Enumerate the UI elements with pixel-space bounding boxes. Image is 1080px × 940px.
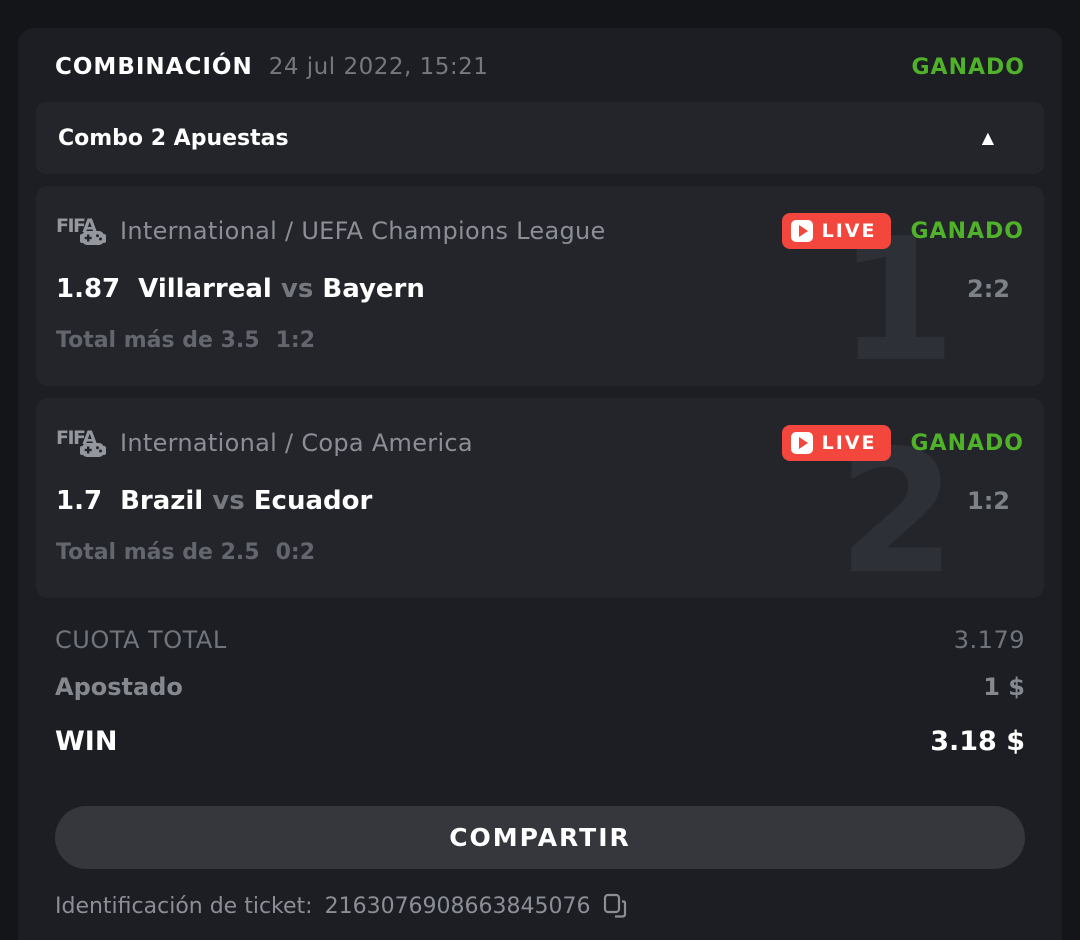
bet-match-row: 1.7 Brazil vs Ecuador 1:2 [56,486,1024,516]
bet-card-1-header: FIFA International / UEFA Champions Leag… [56,210,1024,252]
bet-card-2-header: FIFA International / Copa America [56,422,1024,464]
collapse-up-icon[interactable]: ▲ [981,128,994,147]
bet-status-badge: GANADO [910,218,1024,244]
bet-card-2: 2 FIFA Inter [36,398,1044,598]
bet-league: International / UEFA Champions League [120,217,606,245]
combo-label: Combo 2 Apuestas [58,125,289,151]
bet-ticket-card: COMBINACIÓN 24 jul 2022, 15:21 GANADO Co… [18,28,1062,940]
home-team: Villarreal [138,274,272,304]
bet-odds: 1.87 [56,274,121,304]
bet-match-row: 1.87 Villarreal vs Bayern 2:2 [56,274,1024,304]
home-team: Brazil [120,486,204,516]
ticket-datetime: 24 jul 2022, 15:21 [268,54,489,80]
bet-odds: 1.7 [56,486,103,516]
total-odds-value: 3.179 [953,626,1025,654]
bet-card-2-badges: LIVE GANADO [781,425,1024,461]
stake-value: 1 $ [983,673,1025,701]
bet-teams: Villarreal vs Bayern [138,274,425,304]
play-icon [790,220,813,242]
live-label: LIVE [821,220,877,242]
live-badge: LIVE [781,213,891,249]
away-team: Ecuador [253,486,373,516]
combo-collapse-bar[interactable]: Combo 2 Apuestas ▲ [36,102,1044,174]
market-score: 1:2 [275,328,316,353]
live-label: LIVE [821,432,877,454]
bet-teams: Brazil vs Ecuador [120,486,372,516]
vs-separator: vs [212,486,245,516]
ticket-header: COMBINACIÓN 24 jul 2022, 15:21 GANADO [36,28,1044,102]
stake-label: Apostado [55,673,183,701]
total-odds-row: CUOTA TOTAL 3.179 [55,618,1025,662]
bet-market-row: Total más de 2.5 0:2 [56,540,1024,565]
away-team: Bayern [322,274,425,304]
bet-market-row: Total más de 3.5 1:2 [56,328,1024,353]
match-score: 2:2 [967,275,1010,303]
win-row: WIN 3.18 $ [55,712,1025,770]
win-label: WIN [55,725,118,757]
copy-icon[interactable] [603,893,627,919]
win-value: 3.18 $ [930,725,1025,757]
bet-league: International / Copa America [120,429,473,457]
ticket-summary: CUOTA TOTAL 3.179 Apostado 1 $ WIN 3.18 … [36,618,1044,770]
vs-separator: vs [280,274,314,304]
ticket-id-row: Identificación de ticket: 21630769086638… [36,869,1044,919]
play-icon [790,432,813,454]
bet-card-1-badges: LIVE GANADO [781,213,1024,249]
bet-card-1: 1 FIFA Inter [36,186,1044,386]
market-label: Total más de 2.5 [56,540,260,565]
fifa-esports-icon: FIFA [56,424,108,464]
stake-row: Apostado 1 $ [55,662,1025,712]
ticket-type-title: COMBINACIÓN [55,54,253,80]
ticket-id-value: 2163076908663845076 [324,893,591,919]
fifa-esports-icon: FIFA [56,212,108,252]
live-badge: LIVE [781,425,891,461]
match-score: 1:2 [967,487,1010,515]
share-button[interactable]: COMPARTIR [55,806,1025,869]
market-label: Total más de 3.5 [56,328,260,353]
ticket-id-label: Identificación de ticket: [55,893,313,919]
bet-status-badge: GANADO [910,430,1024,456]
ticket-status-badge: GANADO [911,54,1025,80]
market-score: 0:2 [275,540,316,565]
total-odds-label: CUOTA TOTAL [55,626,227,654]
